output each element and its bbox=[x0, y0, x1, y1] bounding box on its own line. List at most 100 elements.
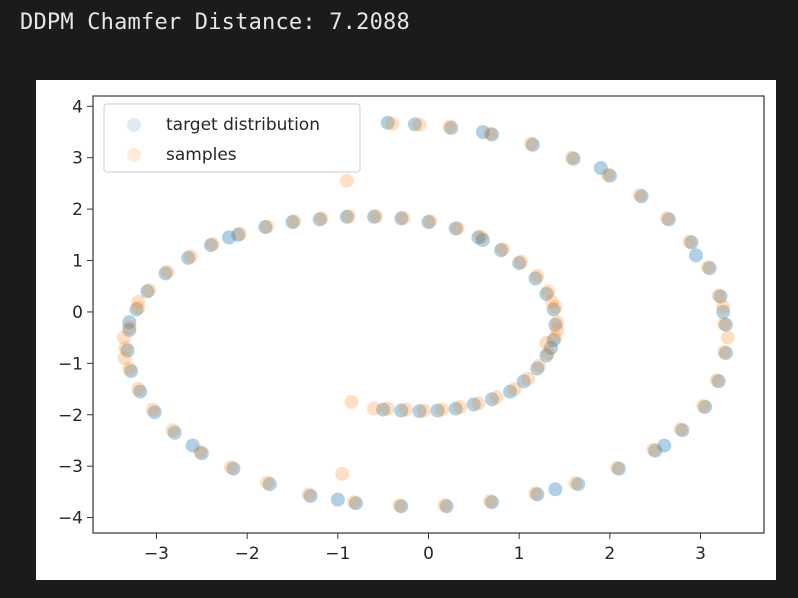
sample-point-19 bbox=[450, 221, 465, 236]
sample-point-44 bbox=[392, 498, 407, 513]
sample-point-62 bbox=[564, 150, 579, 165]
sample-point-78 bbox=[720, 330, 735, 345]
sample-point-13 bbox=[548, 299, 563, 314]
sample-point-43 bbox=[347, 495, 362, 510]
target-point-70 bbox=[689, 248, 703, 263]
sample-point-55 bbox=[717, 316, 732, 331]
y-tick-label: 2 bbox=[72, 200, 83, 220]
target-point-64 bbox=[485, 127, 499, 142]
target-point-17 bbox=[494, 243, 508, 258]
target-point-40 bbox=[226, 461, 241, 476]
target-point-49 bbox=[611, 461, 626, 476]
sample-point-31 bbox=[142, 283, 157, 298]
target-point-33 bbox=[122, 322, 137, 337]
sample-point-42 bbox=[301, 487, 316, 502]
target-point-79 bbox=[543, 340, 558, 355]
target-point-28 bbox=[203, 238, 218, 253]
sample-point-2 bbox=[417, 403, 431, 418]
x-tick-label: −2 bbox=[235, 544, 260, 564]
y-tick-label: 0 bbox=[72, 303, 83, 323]
target-point-19 bbox=[448, 221, 463, 236]
y-tick-label: −2 bbox=[58, 406, 83, 426]
sample-point-68 bbox=[339, 173, 354, 188]
target-point-44 bbox=[394, 499, 409, 514]
target-point-9 bbox=[530, 361, 545, 376]
sample-point-30 bbox=[160, 264, 175, 279]
sample-point-49 bbox=[610, 460, 625, 475]
target-point-27 bbox=[231, 227, 246, 242]
target-point-11 bbox=[546, 333, 561, 348]
sample-point-1 bbox=[398, 402, 413, 417]
sample-point-71 bbox=[367, 401, 382, 416]
sample-point-32 bbox=[131, 300, 146, 315]
target-point-65 bbox=[444, 120, 459, 135]
target-point-58 bbox=[684, 235, 699, 250]
x-tick-label: 0 bbox=[423, 544, 434, 564]
sample-point-40 bbox=[223, 460, 238, 475]
sample-point-50 bbox=[646, 442, 661, 457]
target-point-53 bbox=[711, 374, 726, 389]
target-point-69 bbox=[593, 161, 608, 175]
sample-point-41 bbox=[260, 475, 275, 490]
target-point-25 bbox=[285, 215, 300, 229]
target-point-4 bbox=[448, 401, 463, 416]
target-point-13 bbox=[546, 302, 561, 317]
target-point-39 bbox=[194, 446, 209, 461]
sample-point-63 bbox=[524, 136, 538, 151]
sample-point-11 bbox=[548, 330, 563, 345]
x-tick-label: 2 bbox=[604, 544, 615, 564]
sample-point-61 bbox=[601, 167, 615, 182]
target-point-56 bbox=[713, 289, 728, 304]
target-point-48 bbox=[571, 477, 586, 492]
sample-point-34 bbox=[118, 340, 133, 355]
legend-marker-samples bbox=[127, 148, 141, 162]
target-point-52 bbox=[698, 400, 713, 414]
sample-point-69 bbox=[335, 466, 350, 481]
sample-point-10 bbox=[541, 346, 556, 361]
target-point-35 bbox=[124, 364, 139, 379]
sample-point-72 bbox=[539, 335, 554, 350]
target-point-74 bbox=[330, 492, 345, 507]
target-point-66 bbox=[407, 117, 422, 132]
sample-point-7 bbox=[507, 382, 522, 396]
x-tick-label: −1 bbox=[325, 544, 350, 564]
sample-point-14 bbox=[541, 284, 556, 299]
ticks-layer: −3 −2 −1 0 1 2 3 −4 −3 −2 −1 0 1 2 3 4 bbox=[58, 97, 706, 564]
target-point-6 bbox=[485, 392, 499, 407]
target-point-16 bbox=[512, 256, 527, 271]
target-point-0 bbox=[376, 402, 391, 417]
target-point-21 bbox=[394, 211, 409, 226]
legend-box bbox=[103, 103, 361, 173]
sample-point-36 bbox=[131, 382, 146, 396]
target-point-54 bbox=[718, 346, 733, 361]
target-point-78 bbox=[475, 233, 490, 247]
target-point-15 bbox=[528, 271, 543, 286]
target-point-50 bbox=[648, 443, 663, 458]
x-tick-label: −3 bbox=[144, 544, 169, 564]
sample-point-25 bbox=[287, 214, 302, 229]
legend-label-target: target distribution bbox=[166, 115, 320, 135]
sample-point-38 bbox=[165, 423, 180, 438]
sample-point-67 bbox=[385, 116, 400, 131]
sample-point-9 bbox=[532, 358, 547, 373]
sample-point-27 bbox=[232, 226, 247, 241]
target-point-45 bbox=[439, 499, 454, 514]
target-point-76 bbox=[122, 315, 137, 330]
sample-point-79 bbox=[716, 299, 731, 314]
sample-point-8 bbox=[521, 371, 536, 386]
sample-point-17 bbox=[495, 242, 510, 257]
sample-point-16 bbox=[514, 254, 528, 269]
target-point-73 bbox=[548, 482, 563, 497]
sample-point-0 bbox=[380, 401, 395, 416]
target-point-51 bbox=[675, 423, 690, 438]
target-point-67 bbox=[380, 115, 395, 130]
scatter-chart: −3 −2 −1 0 1 2 3 −4 −3 −2 −1 0 1 2 3 4 target distribut… bbox=[58, 95, 765, 564]
target-point-43 bbox=[349, 496, 363, 511]
sample-point-65 bbox=[442, 119, 457, 134]
sample-point-70 bbox=[344, 394, 359, 409]
sample-point-47 bbox=[528, 486, 543, 501]
sample-point-23 bbox=[341, 209, 356, 224]
y-tick-label: 4 bbox=[72, 97, 83, 117]
sample-point-51 bbox=[673, 422, 688, 437]
target-point-18 bbox=[471, 230, 486, 245]
